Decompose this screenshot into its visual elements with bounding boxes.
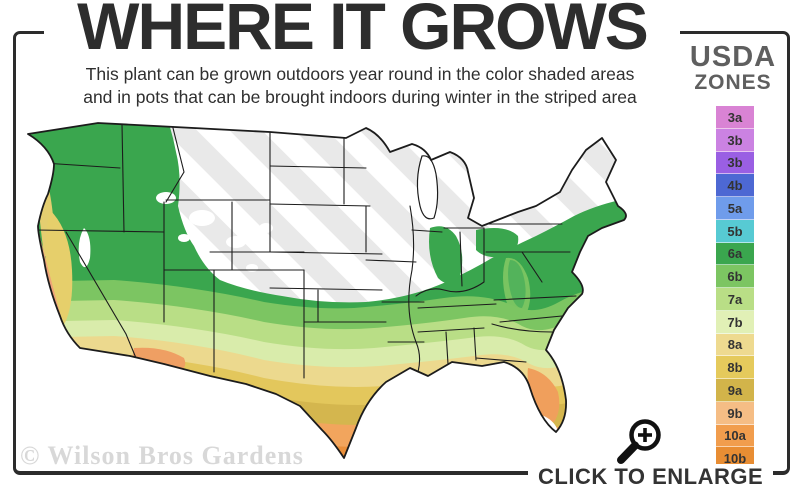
zone-label: 10a [724, 428, 746, 444]
subtitle-line-1: This plant can be grown outdoors year ro… [85, 64, 635, 84]
legend-title-zones: ZONES [694, 71, 772, 94]
zone-swatch: 10a [716, 424, 754, 448]
zone-label: 6a [727, 246, 743, 262]
us-zone-map[interactable] [14, 110, 674, 472]
zone-label: 3b [727, 155, 743, 171]
us-outline [27, 122, 627, 459]
legend-title: USDA ZONES [676, 42, 790, 94]
zone-swatch: 3a [716, 106, 754, 129]
zone-swatch: 5a [716, 197, 754, 220]
zone-label: 8a [727, 337, 743, 353]
zone-label: 7b [727, 314, 743, 330]
subtitle: This plant can be grown outdoors year ro… [60, 63, 660, 109]
us-map-svg [27, 122, 627, 459]
zone-label: 7a [727, 291, 743, 307]
lake-michigan [416, 155, 439, 220]
zoom-in-magnifier-icon[interactable] [612, 415, 668, 469]
zone-swatch: 7a [716, 288, 754, 311]
zone-label: 5a [727, 200, 743, 216]
zone-label: 6b [727, 269, 743, 285]
zone-label: 3a [727, 109, 743, 125]
subtitle-line-2: and in pots that can be brought indoors … [83, 87, 637, 108]
zone-swatch: 4b [716, 174, 754, 197]
zone-swatch: 8b [716, 356, 754, 379]
watermark: © Wilson Bros Gardens [20, 441, 304, 470]
zone-label: 10b [723, 451, 747, 467]
zone-swatch: 3b [716, 151, 754, 175]
great-lakes-green-pocket [429, 226, 463, 284]
zone-label: 9a [727, 382, 743, 398]
zone-label: 5b [727, 223, 743, 239]
zone-label: 8b [727, 360, 743, 376]
zone-label: 4b [727, 178, 743, 194]
zone-swatch: 8a [716, 333, 754, 357]
zone-label: 9b [727, 405, 743, 421]
page-title: WHERE IT GROWS [44, 0, 680, 59]
zone-swatch: 9b [716, 401, 754, 425]
zone-label: 3b [727, 132, 743, 148]
zone-swatch: 5b [716, 219, 754, 243]
zone-swatch: 3b [716, 128, 754, 152]
click-to-enlarge-button[interactable]: CLICK TO ENLARGE [528, 464, 774, 490]
zone-swatch: 9a [716, 379, 754, 402]
zone-swatch: 7b [716, 310, 754, 334]
legend-zones: 3a 3b 3b 4b 5a 5b 6a 6b 7a 7b 8a 8b 9a 9… [716, 106, 754, 470]
zone-swatch: 6b [716, 265, 754, 288]
legend-title-usda: USDA [689, 41, 777, 73]
zone-swatch: 6a [716, 242, 754, 266]
state-borders [28, 123, 577, 379]
